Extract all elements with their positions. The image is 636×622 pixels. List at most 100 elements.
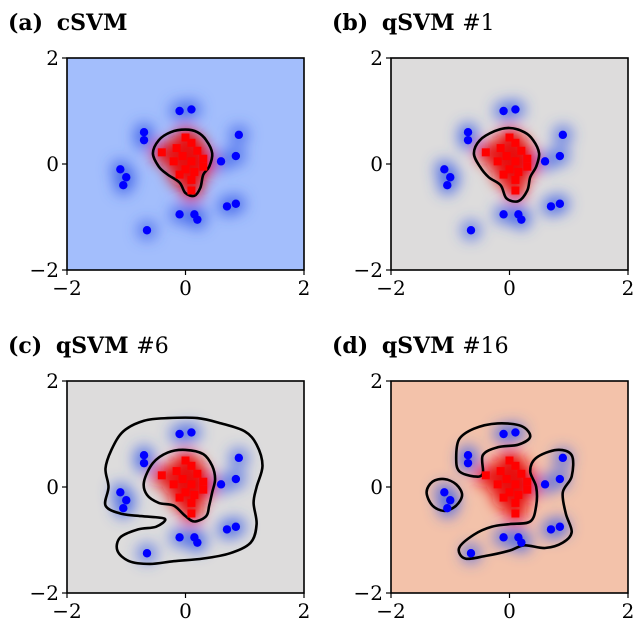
x-tick-label: 0	[503, 276, 516, 300]
data-point-red	[502, 152, 511, 161]
data-point-blue	[216, 157, 226, 166]
data-point-red	[511, 498, 520, 507]
x-tick-label: 2	[298, 599, 311, 622]
data-point-blue	[499, 106, 508, 116]
data-point-red	[511, 186, 520, 195]
y-tick-label: 2	[370, 46, 383, 70]
x-tick-label: 2	[622, 599, 635, 622]
data-point-blue	[231, 199, 241, 208]
data-point-blue	[231, 151, 241, 161]
data-point-red	[187, 186, 196, 195]
data-point-red	[181, 488, 190, 497]
data-point-blue	[517, 215, 526, 224]
data-point-blue	[222, 525, 232, 534]
data-point-red	[523, 485, 532, 494]
data-point-red	[523, 154, 532, 163]
data-point-red	[172, 144, 181, 153]
data-point-red	[169, 480, 178, 489]
data-point-blue	[555, 151, 565, 161]
data-point-blue	[139, 135, 149, 145]
data-point-blue	[116, 488, 125, 497]
data-point-blue	[499, 210, 508, 219]
data-point-red	[493, 157, 502, 166]
x-tick-label: 0	[179, 599, 192, 622]
y-tick-label: −2	[354, 581, 383, 605]
data-point-red	[481, 471, 490, 480]
data-point-blue	[443, 504, 452, 513]
data-point-blue	[175, 533, 184, 542]
contour-line	[142, 448, 217, 523]
data-point-blue	[555, 522, 565, 531]
data-point-red	[181, 133, 190, 142]
data-point-red	[181, 456, 190, 465]
y-tick-label: 2	[46, 369, 59, 393]
data-point-blue	[222, 202, 232, 211]
panel-suffix-c: #6	[136, 334, 168, 359]
data-point-red	[511, 480, 520, 489]
y-tick-label: 0	[370, 152, 383, 176]
data-point-blue	[463, 458, 473, 468]
data-point-red	[499, 493, 508, 502]
data-point-red	[187, 480, 196, 489]
panel-c: (c) qSVM #6 −2 0 2 2 0 −2	[8, 333, 310, 622]
panel-label-a: (a)	[8, 10, 43, 36]
decision-boundary-d	[425, 422, 575, 561]
panel-title-b: (b) qSVM #1	[332, 10, 495, 36]
panel-name-d: qSVM	[382, 333, 455, 359]
data-point-blue	[231, 522, 241, 531]
data-point-blue	[142, 226, 152, 235]
data-point-red	[505, 456, 514, 465]
data-point-blue	[139, 458, 149, 468]
x-tick-label: 0	[179, 276, 192, 300]
data-point-red	[175, 493, 184, 502]
contour-line	[454, 422, 532, 478]
data-point-blue	[440, 165, 449, 174]
panel-title-c: (c) qSVM #6	[8, 333, 169, 359]
y-tick-label: 0	[46, 152, 59, 176]
panel-name-a: cSVM	[57, 10, 128, 36]
y-tick-label: −2	[30, 258, 59, 282]
data-point-blue	[499, 533, 508, 542]
x-tick-label: −2	[376, 276, 405, 300]
data-point-blue	[463, 135, 473, 145]
y-tick-label: 0	[370, 475, 383, 499]
decision-boundary-b	[472, 126, 541, 203]
data-point-red	[505, 488, 514, 497]
data-point-red	[157, 148, 166, 157]
data-point-red	[517, 146, 526, 155]
data-point-red	[199, 162, 208, 171]
panel-suffix-d: #16	[462, 334, 508, 359]
data-point-red	[187, 498, 196, 507]
data-point-red	[481, 148, 490, 157]
panel-label-d: (d)	[332, 333, 368, 359]
panel-name-b: qSVM	[382, 10, 455, 36]
data-point-blue	[546, 525, 556, 534]
x-tick-label: −2	[376, 599, 405, 622]
data-point-blue	[234, 130, 244, 140]
panel-label-c: (c)	[8, 333, 42, 359]
x-tick-label: 2	[622, 276, 635, 300]
data-point-blue	[175, 106, 184, 116]
x-tick-label: −2	[52, 599, 81, 622]
data-point-red	[157, 471, 166, 480]
data-point-red	[178, 475, 187, 484]
data-point-red	[181, 165, 190, 174]
data-point-blue	[119, 504, 128, 513]
data-point-red	[499, 170, 508, 179]
panel-name-c: qSVM	[56, 333, 129, 359]
data-point-blue	[511, 428, 520, 437]
data-point-red	[193, 469, 202, 478]
panel-title-a: (a) cSVM	[8, 10, 127, 36]
data-point-blue	[540, 480, 550, 489]
contour-line	[103, 416, 264, 566]
data-point-red	[175, 170, 184, 179]
data-point-blue	[446, 496, 455, 505]
data-point-red	[511, 461, 520, 470]
data-point-blue	[187, 428, 196, 437]
data-point-red	[187, 461, 196, 470]
data-point-red	[169, 157, 178, 166]
data-point-blue	[175, 429, 184, 439]
data-point-red	[511, 157, 520, 166]
data-point-red	[511, 509, 520, 518]
data-point-blue	[142, 549, 152, 558]
